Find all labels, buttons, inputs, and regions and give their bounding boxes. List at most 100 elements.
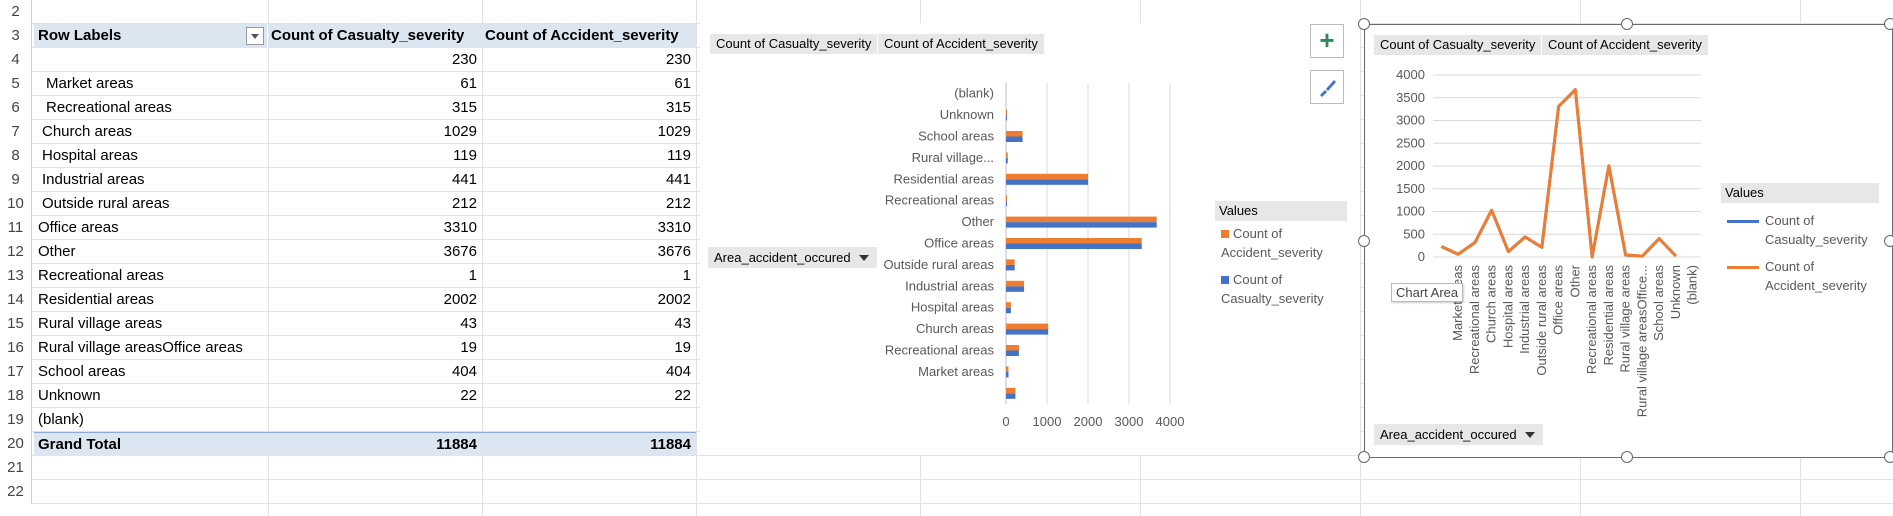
- row-number[interactable]: 13: [0, 264, 32, 288]
- pivot-value-casualty[interactable]: 212: [451, 195, 477, 212]
- bar-accident: [1006, 280, 1025, 287]
- pivot-value-casualty[interactable]: 22: [460, 387, 477, 404]
- pivot-value-casualty[interactable]: 1: [468, 267, 477, 284]
- pivot-value-casualty[interactable]: 441: [451, 171, 477, 188]
- resize-handle-tr[interactable]: [1884, 18, 1893, 30]
- pivot-row-label[interactable]: School areas: [38, 363, 126, 380]
- pivot-value-casualty[interactable]: 43: [460, 315, 477, 332]
- pivot-header-accident[interactable]: Count of Accident_severity: [482, 24, 696, 48]
- pivot-row-label[interactable]: Rural village areas: [38, 315, 163, 332]
- pivot-row-label[interactable]: Market areas: [46, 75, 134, 92]
- line-chart[interactable]: Count of Casualty_severity Count of Acci…: [1364, 24, 1893, 458]
- pivot-row-label[interactable]: Recreational areas: [46, 99, 172, 116]
- add-chart-element-button[interactable]: +: [1310, 24, 1344, 58]
- pivot-row-label[interactable]: Outside rural areas: [42, 195, 170, 212]
- chart1-accident-field-button[interactable]: Count of Accident_severity: [878, 34, 1044, 54]
- row-number[interactable]: 10: [0, 192, 32, 216]
- chart2-accident-field-button[interactable]: Count of Accident_severity: [1542, 35, 1708, 55]
- pivot-value-casualty[interactable]: 119: [453, 147, 477, 164]
- pivot-value-accident[interactable]: 43: [674, 315, 691, 332]
- pivot-row-label[interactable]: Church areas: [42, 123, 133, 140]
- pivot-value-casualty[interactable]: 2002: [443, 291, 477, 308]
- resize-handle-bl[interactable]: [1358, 451, 1370, 463]
- pivot-value-accident[interactable]: 212: [665, 195, 691, 212]
- pivot-value-casualty[interactable]: [268, 408, 482, 432]
- pivot-header-row-labels[interactable]: Row Labels: [34, 24, 267, 48]
- row-number[interactable]: 16: [0, 336, 32, 360]
- x-category-label: Recreational areas: [1584, 265, 1599, 375]
- pivot-header-casualty[interactable]: Count of Casualty_severity: [268, 24, 482, 48]
- resize-handle-ml[interactable]: [1358, 235, 1370, 247]
- row-number[interactable]: 21: [0, 456, 32, 480]
- pivot-value-casualty[interactable]: 230: [451, 51, 477, 68]
- pivot-value-casualty[interactable]: 1029: [443, 123, 477, 140]
- pivot-row-label[interactable]: Hospital areas: [42, 147, 138, 164]
- pivot-grand-total-accident[interactable]: 11884: [482, 432, 696, 456]
- pivot-row-label[interactable]: Other: [38, 243, 76, 260]
- legend-swatch-casualty: [1221, 276, 1229, 284]
- row-number[interactable]: 18: [0, 384, 32, 408]
- pivot-value-accident[interactable]: 1029: [657, 123, 691, 140]
- pivot-row-label[interactable]: Industrial areas: [42, 171, 145, 188]
- chart1-casualty-field-button[interactable]: Count of Casualty_severity: [710, 34, 878, 54]
- pivot-value-accident[interactable]: 1: [682, 267, 691, 284]
- pivot-row-label[interactable]: Residential areas: [38, 291, 154, 308]
- row-number[interactable]: 6: [0, 96, 32, 120]
- row-number[interactable]: 11: [0, 216, 32, 240]
- row-number[interactable]: 20: [0, 432, 32, 456]
- resize-handle-mr[interactable]: [1884, 235, 1893, 247]
- pivot-value-accident[interactable]: 22: [674, 387, 691, 404]
- row-number[interactable]: 3: [0, 24, 32, 48]
- chart2-axis-field-button[interactable]: Area_accident_occured: [1374, 424, 1543, 445]
- row-number[interactable]: 22: [0, 480, 32, 504]
- row-number[interactable]: 8: [0, 144, 32, 168]
- pivot-value-accident[interactable]: 19: [674, 339, 691, 356]
- pivot-value-accident[interactable]: 3676: [657, 243, 691, 260]
- plus-icon: +: [1319, 25, 1335, 55]
- pivot-value-casualty[interactable]: 3676: [443, 243, 477, 260]
- row-labels-filter-button[interactable]: [246, 27, 264, 45]
- resize-handle-br[interactable]: [1884, 451, 1893, 463]
- pivot-value-casualty[interactable]: 19: [460, 339, 477, 356]
- pivot-row-label[interactable]: Unknown: [38, 387, 101, 404]
- pivot-value-casualty[interactable]: 61: [460, 75, 477, 92]
- bar-casualty: [1006, 350, 1019, 356]
- pivot-row-label[interactable]: (blank): [38, 411, 84, 428]
- bar-chart[interactable]: Count of Casualty_severity Count of Acci…: [700, 23, 1360, 455]
- pivot-row-label[interactable]: Rural village areasOffice areas: [38, 339, 243, 356]
- pivot-value-accident[interactable]: 2002: [657, 291, 691, 308]
- pivot-value-accident[interactable]: 441: [665, 171, 691, 188]
- pivot-value-accident[interactable]: [482, 408, 696, 432]
- pivot-value-accident[interactable]: 315: [665, 99, 691, 116]
- row-number[interactable]: 4: [0, 48, 32, 72]
- chart-styles-button[interactable]: [1310, 70, 1344, 104]
- row-number[interactable]: 2: [0, 0, 32, 24]
- pivot-value-accident[interactable]: 3310: [657, 219, 691, 236]
- resize-handle-tm[interactable]: [1621, 18, 1633, 30]
- pivot-value-accident[interactable]: 119: [667, 147, 691, 164]
- row-number[interactable]: 14: [0, 288, 32, 312]
- row-number[interactable]: 19: [0, 408, 32, 432]
- resize-handle-tl[interactable]: [1358, 18, 1370, 30]
- pivot-value-accident[interactable]: 61: [674, 75, 691, 92]
- pivot-value-casualty[interactable]: 3310: [443, 219, 477, 236]
- pivot-row-label[interactable]: Recreational areas: [38, 267, 164, 284]
- pivot-value-casualty[interactable]: 315: [451, 99, 477, 116]
- chart1-legend-casualty: Count of Casualty_severity: [1221, 272, 1324, 306]
- row-number[interactable]: 12: [0, 240, 32, 264]
- pivot-row-label[interactable]: [34, 48, 268, 72]
- pivot-value-accident[interactable]: 404: [665, 363, 691, 380]
- row-number[interactable]: 5: [0, 72, 32, 96]
- chart2-casualty-field-button[interactable]: Count of Casualty_severity: [1374, 35, 1542, 55]
- pivot-grand-total-label[interactable]: Grand Total: [34, 432, 268, 456]
- chart1-axis-field-button[interactable]: Area_accident_occured: [708, 247, 877, 268]
- pivot-value-accident[interactable]: 230: [665, 51, 691, 68]
- resize-handle-bm[interactable]: [1621, 451, 1633, 463]
- pivot-grand-total-casualty[interactable]: 11884: [268, 432, 482, 456]
- row-number[interactable]: 7: [0, 120, 32, 144]
- row-number[interactable]: 17: [0, 360, 32, 384]
- row-number[interactable]: 9: [0, 168, 32, 192]
- pivot-row-label[interactable]: Office areas: [38, 219, 119, 236]
- pivot-value-casualty[interactable]: 404: [451, 363, 477, 380]
- row-number[interactable]: 15: [0, 312, 32, 336]
